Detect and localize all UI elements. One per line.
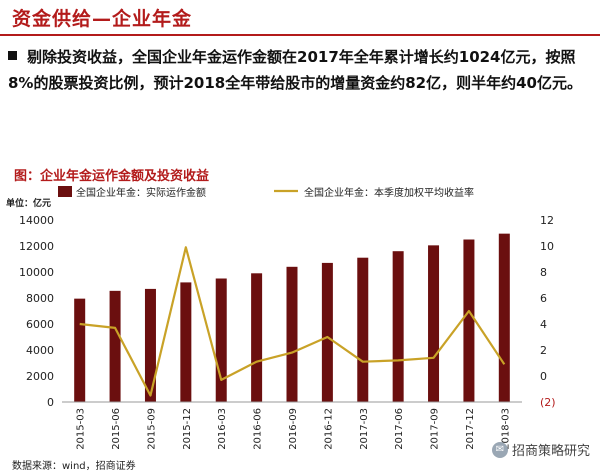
x-axis-tick-label: 2016-09 xyxy=(288,408,299,450)
data-source: 数据来源：wind，招商证券 xyxy=(12,461,136,472)
bar-2018-03 xyxy=(498,233,510,402)
left-axis-tick-label: 12000 xyxy=(19,240,54,253)
bullet-text: 剔除投资收益，全国企业年金运作金额在2017年全年累计增长约1024亿元，按照8… xyxy=(8,48,582,92)
square-bullet-icon xyxy=(8,51,17,60)
line-series xyxy=(79,246,506,397)
bar-2017-09 xyxy=(428,245,440,402)
x-axis-tick-label: 2015-03 xyxy=(76,408,87,450)
left-axis-tick-label: 4000 xyxy=(26,344,54,357)
title-divider xyxy=(0,34,600,36)
chart-caption: 图：企业年金运作金额及投资收益 xyxy=(14,169,210,184)
legend-line-label: 全国企业年金：本季度加权平均收益率 xyxy=(304,186,474,199)
left-axis-tick-label: 0 xyxy=(47,396,54,409)
bar-2016-06 xyxy=(251,273,263,402)
bullet-paragraph: 剔除投资收益，全国企业年金运作金额在2017年全年累计增长约1024亿元，按照8… xyxy=(8,44,596,96)
x-axis-tick-label: 2015-09 xyxy=(146,408,157,450)
bar-2016-09 xyxy=(286,266,298,402)
x-axis-tick-label: 2016-03 xyxy=(217,408,228,450)
bar-2016-12 xyxy=(321,262,333,402)
x-axis-tick-label: 2016-12 xyxy=(323,408,334,450)
x-axis-tick-label: 2017-03 xyxy=(359,408,370,450)
x-axis-tick-label: 2017-09 xyxy=(430,408,441,450)
bar-series xyxy=(74,233,510,402)
right-axis-tick-label: 8 xyxy=(540,266,547,279)
bar-2015-03 xyxy=(74,298,86,402)
left-axis-unit-label: 单位：亿元 xyxy=(6,197,51,209)
left-axis-tick-label: 2000 xyxy=(26,370,54,383)
right-axis-tick-label: (2) xyxy=(540,396,556,409)
bar-2016-03 xyxy=(215,278,227,402)
x-axis-tick-label: 2017-12 xyxy=(465,408,476,450)
right-axis-tick-label: 2 xyxy=(540,344,547,357)
x-axis-tick-label: 2018-03 xyxy=(500,408,511,450)
x-axis-tick-label: 2016-06 xyxy=(253,408,264,450)
chart-axes: 0 2000 4000 6000 8000 10000 12000 14000 (2) 0 2 4 6 8… xyxy=(19,214,556,450)
left-axis-tick-label: 14000 xyxy=(19,214,54,227)
right-axis-tick-label: 4 xyxy=(540,318,547,331)
bar-2017-12 xyxy=(463,239,475,402)
chart-legend: 全国企业年金：实际运作金额 全国企业年金：本季度加权平均收益率 xyxy=(58,186,474,199)
bar-2015-06 xyxy=(109,290,121,402)
watermark: ✉ 招商策略研究 xyxy=(491,440,590,459)
combo-chart: 全国企业年金：实际运作金额 全国企业年金：本季度加权平均收益率 单位：亿元 020… xyxy=(6,186,556,450)
right-axis-tick-label: 0 xyxy=(540,370,547,383)
bar-2017-03 xyxy=(357,257,369,402)
x-axis-tick-label: 2015-06 xyxy=(111,408,122,450)
left-axis-tick-label: 10000 xyxy=(19,266,54,279)
right-axis-tick-label: 12 xyxy=(540,214,554,227)
left-axis-tick-label: 8000 xyxy=(26,292,54,305)
bar-2015-09 xyxy=(144,288,156,402)
legend-bar-swatch xyxy=(58,186,72,197)
watermark-text: 招商策略研究 xyxy=(511,444,590,459)
bar-2017-06 xyxy=(392,251,404,402)
right-axis-tick-label: 6 xyxy=(540,292,547,305)
x-axis-tick-label: 2017-06 xyxy=(394,408,405,450)
right-axis-tick-label: 10 xyxy=(540,240,554,253)
legend-bar-label: 全国企业年金：实际运作金额 xyxy=(76,186,206,199)
wechat-icon: ✉ xyxy=(491,441,508,458)
left-axis-tick-label: 6000 xyxy=(26,318,54,331)
page-title: 资金供给—企业年金 xyxy=(12,8,193,30)
bar-2015-12 xyxy=(180,282,192,402)
x-axis-tick-label: 2015-12 xyxy=(182,408,193,450)
